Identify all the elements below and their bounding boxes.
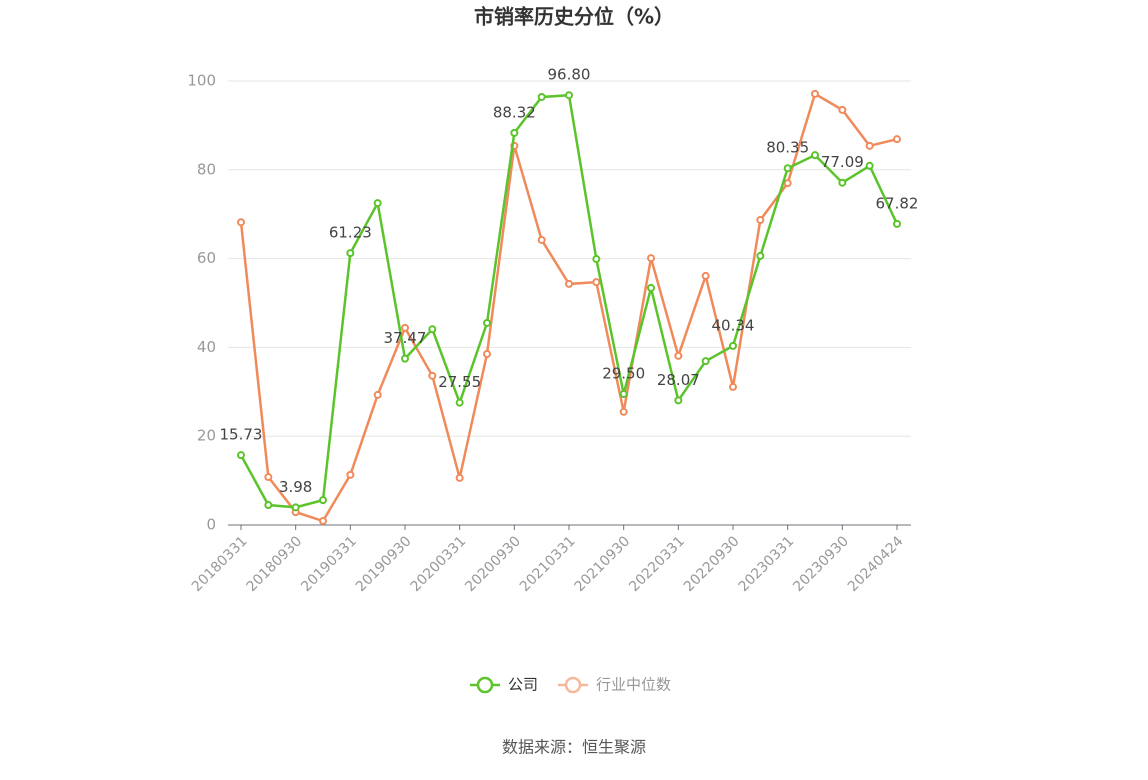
data-point xyxy=(537,92,546,101)
x-tick-label: 20190331 xyxy=(298,533,360,595)
x-tick-label: 20230930 xyxy=(790,533,852,595)
x-tick-label: 20180930 xyxy=(244,533,306,595)
data-point xyxy=(483,318,491,327)
data-point xyxy=(756,215,765,224)
x-tick-label: 20180331 xyxy=(189,533,251,595)
data-label: 29.50 xyxy=(602,365,645,383)
data-point xyxy=(592,255,601,264)
x-tick-label: 20220331 xyxy=(626,533,688,595)
data-point xyxy=(865,141,874,150)
data-point xyxy=(264,473,273,482)
source: 数据来源：恒生聚源 xyxy=(502,738,646,757)
data-point xyxy=(346,249,355,258)
y-tick-label: 100 xyxy=(187,72,216,90)
data-point xyxy=(865,161,874,170)
data-label: 67.82 xyxy=(876,194,919,212)
legend-symbol xyxy=(476,676,494,694)
legend-label: 行业中位数 xyxy=(596,676,671,694)
data-point xyxy=(264,501,273,510)
data-point xyxy=(674,396,683,405)
data-point xyxy=(838,178,847,187)
data-point xyxy=(319,496,327,505)
x-tick-label: 20220930 xyxy=(681,533,743,595)
chart-title: 市销率历史分位（%） xyxy=(474,5,674,29)
data-label: 15.73 xyxy=(220,426,263,444)
data-point xyxy=(455,398,464,407)
data-point xyxy=(783,164,792,173)
data-point xyxy=(373,390,382,399)
series-line xyxy=(239,91,898,523)
data-point xyxy=(401,323,409,332)
data-point xyxy=(811,89,819,98)
data-label: 77.09 xyxy=(821,153,864,171)
data-point xyxy=(674,351,683,360)
data-label: 96.80 xyxy=(548,66,591,84)
y-tick-label: 20 xyxy=(197,427,216,445)
data-point xyxy=(455,473,464,482)
x-tick-label: 20240424 xyxy=(845,533,907,595)
data-point xyxy=(893,135,901,144)
data-point xyxy=(510,128,519,137)
data-point xyxy=(319,517,327,526)
data-point xyxy=(401,354,409,363)
data-point xyxy=(428,325,437,334)
data-point xyxy=(592,278,601,287)
series-line xyxy=(239,93,899,509)
data-point xyxy=(537,235,546,244)
y-tick-label: 40 xyxy=(197,338,216,356)
data-label: 40.34 xyxy=(712,316,755,334)
data-label: 88.32 xyxy=(493,103,536,121)
legend-symbol xyxy=(564,676,582,694)
data-point xyxy=(647,254,655,263)
data-point xyxy=(701,357,710,366)
data-point xyxy=(701,271,710,280)
data-point xyxy=(838,105,847,114)
data-point xyxy=(428,371,437,380)
x-tick-label: 20200331 xyxy=(408,533,470,595)
data-point xyxy=(237,218,245,227)
y-tick-label: 80 xyxy=(197,160,216,178)
data-point xyxy=(729,341,737,350)
data-label: 80.35 xyxy=(766,139,809,157)
data-point xyxy=(619,390,628,399)
y-tick-label: 60 xyxy=(197,249,216,267)
data-point xyxy=(811,151,819,160)
data-point xyxy=(237,451,245,460)
data-point xyxy=(346,470,355,479)
x-tick-label: 20190930 xyxy=(353,533,415,595)
x-tick-label: 20210930 xyxy=(572,533,634,595)
data-point xyxy=(647,283,655,292)
data-point xyxy=(373,199,382,208)
x-tick-label: 20200930 xyxy=(462,533,524,595)
data-point xyxy=(565,91,573,100)
data-label: 37.47 xyxy=(384,329,427,347)
data-point xyxy=(291,503,300,512)
data-point xyxy=(565,279,573,288)
data-label: 61.23 xyxy=(329,224,372,242)
legend-label: 公司 xyxy=(508,676,538,694)
x-tick-label: 20210331 xyxy=(517,533,579,595)
data-point xyxy=(893,219,901,228)
y-tick-label: 0 xyxy=(206,516,216,534)
data-point xyxy=(729,382,737,391)
data-point xyxy=(619,407,628,416)
data-point xyxy=(783,179,792,188)
data-point xyxy=(483,350,491,359)
data-label: 28.07 xyxy=(657,371,700,389)
x-tick-label: 20230331 xyxy=(736,533,798,595)
data-label: 3.98 xyxy=(279,478,312,496)
data-label: 27.55 xyxy=(438,373,481,391)
data-point xyxy=(756,251,765,260)
